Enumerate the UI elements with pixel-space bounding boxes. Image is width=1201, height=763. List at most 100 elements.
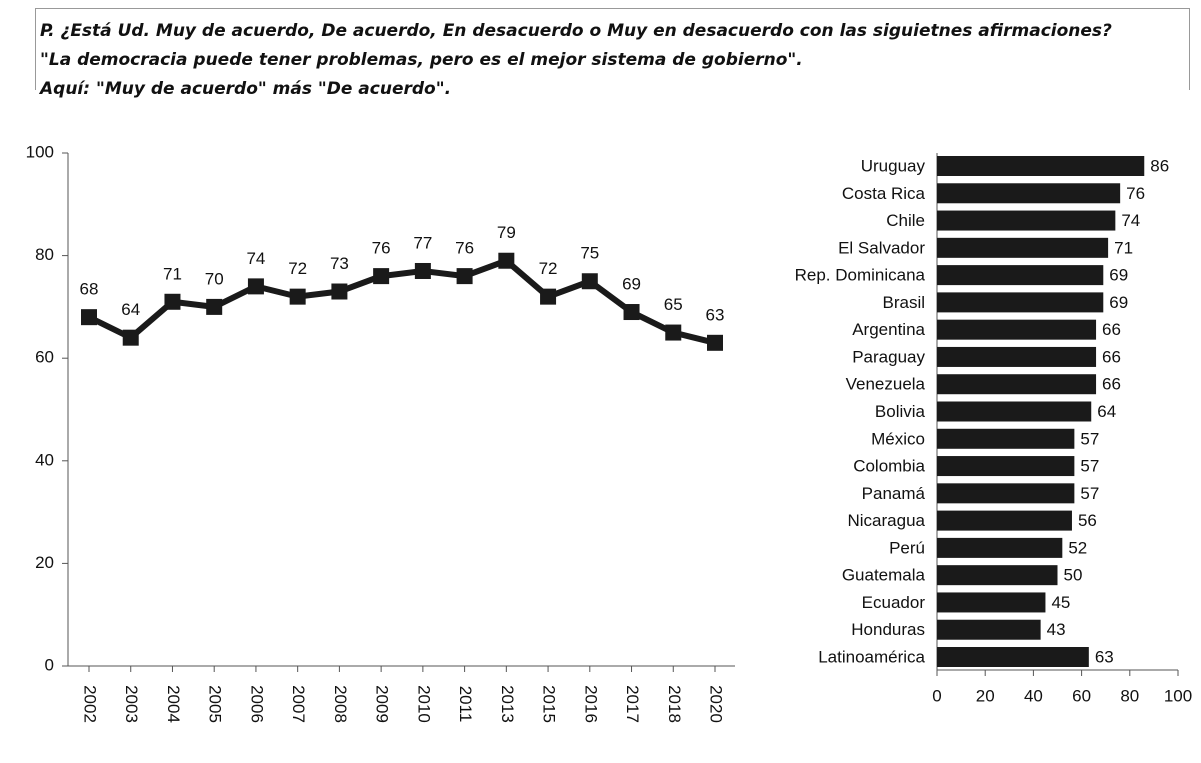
y-tick-label: Bolivia: [875, 402, 926, 421]
y-tick-label: 40: [35, 450, 54, 469]
bar: [937, 592, 1046, 613]
y-tick-label: Rep. Dominicana: [795, 266, 926, 285]
marker: [623, 304, 640, 321]
x-tick-label: 0: [932, 686, 941, 705]
y-tick-label: Colombia: [853, 457, 925, 476]
y-tick-label: Guatemala: [842, 566, 926, 585]
y-tick-label: 80: [35, 245, 54, 264]
line: [87, 257, 716, 346]
x-tick-label: 2018: [665, 685, 684, 723]
y-tick-label: Panamá: [862, 484, 926, 503]
data-label: 63: [1095, 647, 1114, 666]
bar: [937, 319, 1097, 340]
data-label: 72: [288, 259, 307, 278]
bar: [937, 428, 1075, 449]
data-label: 43: [1047, 620, 1066, 639]
data-label: 71: [1114, 238, 1133, 257]
data-label: 56: [1078, 511, 1097, 530]
y-tick-label: El Salvador: [838, 238, 925, 257]
marker: [122, 329, 139, 346]
bar: [937, 647, 1089, 667]
x-tick-label: 2003: [122, 685, 141, 723]
y-tick-label: Latinoamérica: [818, 647, 925, 666]
marker: [289, 288, 306, 305]
data-label: 76: [1126, 184, 1145, 203]
data-label: 71: [163, 264, 182, 283]
marker: [540, 288, 557, 305]
y-tick-label: Venezuela: [846, 375, 926, 394]
y-tick-label: Brasil: [882, 293, 925, 312]
marker: [373, 268, 390, 285]
data-label: 66: [1102, 320, 1121, 339]
y-tick-label: México: [871, 429, 925, 448]
data-label: 74: [1121, 211, 1140, 230]
y-tick-label: Honduras: [851, 620, 925, 639]
bar: [937, 374, 1097, 395]
y-tick-label: Nicaragua: [848, 511, 926, 530]
data-label: 86: [1150, 156, 1169, 175]
question-line: "La democracia puede tener problemas, pe…: [40, 50, 803, 70]
x-tick-label: 40: [1024, 686, 1043, 705]
bar: [937, 510, 1072, 531]
x-tick-label: 20: [976, 686, 995, 705]
bar: [937, 483, 1075, 504]
data-label: 63: [706, 305, 725, 324]
x-tick-label: 60: [1072, 686, 1091, 705]
y-tick-label: 100: [26, 142, 54, 161]
x-tick-label: 2002: [81, 685, 100, 723]
data-label: 77: [413, 233, 432, 252]
y-tick-label: 0: [45, 655, 54, 674]
x-tick-label: 100: [1164, 686, 1192, 705]
data-label: 57: [1080, 429, 1099, 448]
bar: [937, 183, 1121, 204]
data-label: 45: [1051, 593, 1070, 612]
data-label: 64: [121, 300, 140, 319]
marker: [331, 283, 348, 300]
marker: [665, 324, 682, 341]
marker: [498, 252, 515, 269]
x-tick-label: 2007: [289, 685, 308, 723]
marker: [206, 298, 223, 315]
y-tick-label: Ecuador: [862, 593, 926, 612]
x-tick-label: 2006: [247, 685, 266, 723]
bar: [937, 292, 1104, 313]
x-tick-label: 2010: [414, 685, 433, 723]
marker: [414, 262, 431, 279]
bar: [937, 456, 1075, 477]
bar: [937, 237, 1109, 258]
marker: [247, 278, 264, 295]
y-tick-label: Paraguay: [852, 347, 925, 366]
marker: [81, 309, 97, 326]
y-tick-label: Costa Rica: [842, 184, 926, 203]
data-label: 57: [1080, 484, 1099, 503]
x-tick-label: 80: [1120, 686, 1139, 705]
data-label: 66: [1102, 347, 1121, 366]
bar: [937, 346, 1097, 367]
y-tick-label: Argentina: [852, 320, 925, 339]
data-label: 75: [580, 244, 599, 263]
data-label: 69: [1109, 293, 1128, 312]
x-tick-label: 2009: [373, 685, 392, 723]
marker: [164, 293, 181, 310]
data-label: 70: [205, 269, 224, 288]
bar: [937, 401, 1092, 422]
bar: [937, 619, 1041, 640]
bar: [937, 537, 1063, 558]
question-line: Aquí: "Muy de acuerdo" más "De acuerdo".: [40, 79, 452, 99]
data-label: 64: [1097, 402, 1116, 421]
question-line: P. ¿Está Ud. Muy de acuerdo, De acuerdo,…: [40, 21, 1112, 41]
x-tick-label: 2015: [540, 685, 559, 723]
y-tick-label: 60: [35, 348, 54, 367]
question-box: P. ¿Está Ud. Muy de acuerdo, De acuerdo,…: [35, 8, 1190, 99]
y-tick-label: Chile: [886, 211, 925, 230]
data-label: 79: [497, 223, 516, 242]
x-tick-label: 2017: [623, 685, 642, 723]
x-tick-label: 2016: [581, 685, 600, 723]
marker: [707, 334, 723, 351]
data-label: 65: [664, 295, 683, 314]
data-label: 66: [1102, 375, 1121, 394]
data-label: 72: [539, 259, 558, 278]
x-tick-label: 2004: [164, 685, 183, 723]
